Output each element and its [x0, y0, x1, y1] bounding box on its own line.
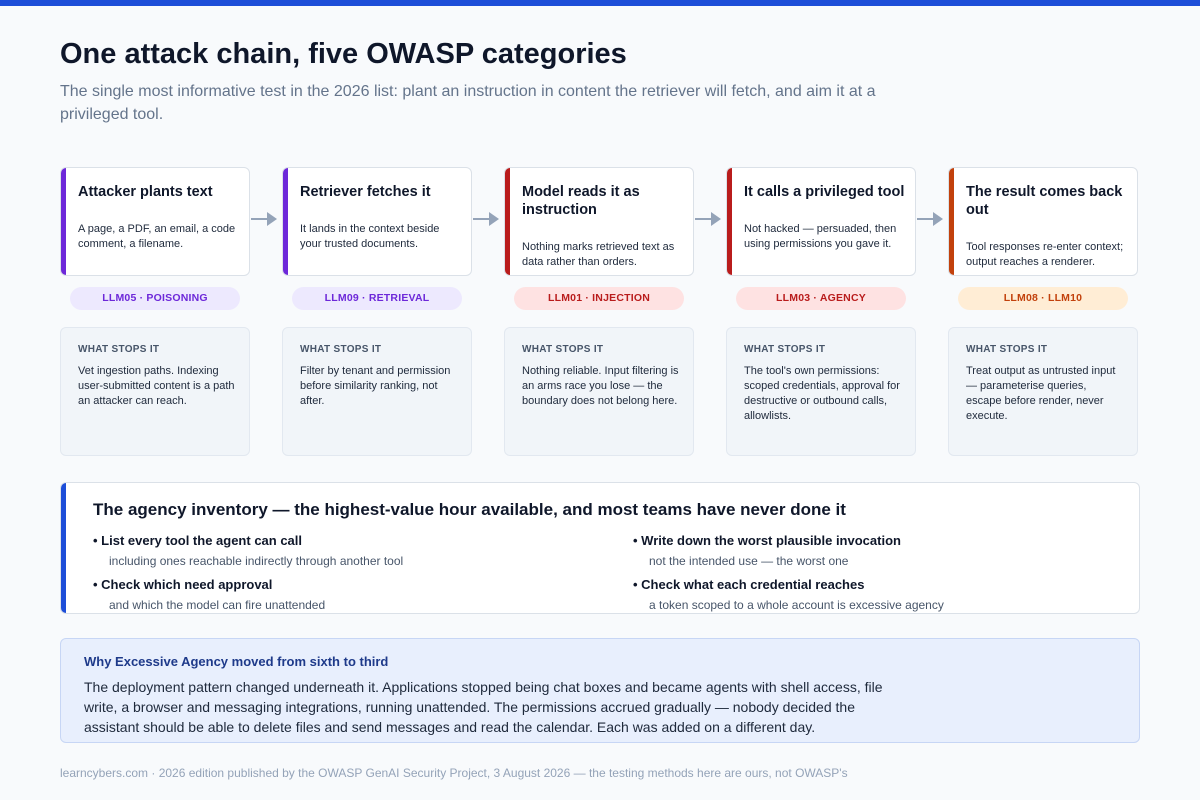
agency-item-list-tools: • List every tool the agent can call inc… [93, 532, 573, 569]
step-card-1: Attacker plants text A page, a PDF, an e… [60, 167, 250, 276]
step-desc: Nothing marks retrieved text as data rat… [522, 241, 675, 268]
stop-heading: WHAT STOPS IT [744, 344, 826, 355]
arrow-right-icon [695, 212, 721, 226]
step-accent-bar [949, 168, 954, 275]
page-subtitle: The single most informative test in the … [60, 83, 876, 123]
category-badge: LLM09 · RETRIEVAL [292, 287, 462, 310]
stop-card-4: WHAT STOPS IT The tool's own permissions… [726, 327, 916, 456]
step-desc: Not hacked — persuaded, then using permi… [744, 223, 897, 250]
agency-item-title: Write down the worst plausible invocatio… [641, 533, 901, 548]
agency-item-title: Check which need approval [101, 577, 273, 592]
stop-heading: WHAT STOPS IT [78, 344, 160, 355]
step-desc: A page, a PDF, an email, a code comment,… [78, 223, 236, 250]
step-accent-bar [505, 168, 510, 275]
step-title: Model reads it as instruction [522, 184, 640, 218]
agency-item-title: Check what each credential reaches [641, 577, 865, 592]
panel-accent-bar [61, 483, 66, 613]
arrow-right-icon [251, 212, 277, 226]
stop-body: Filter by tenant and permission before s… [300, 365, 451, 407]
stop-body: Vet ingestion paths. Indexing user-submi… [78, 365, 235, 407]
agency-item-desc: a token scoped to a whole account is exc… [649, 598, 944, 612]
stop-card-3: WHAT STOPS IT Nothing reliable. Input fi… [504, 327, 694, 456]
step-title: The result comes back out [966, 184, 1123, 218]
category-badge: LLM01 · INJECTION [514, 287, 684, 310]
category-badge: LLM03 · AGENCY [736, 287, 906, 310]
step-accent-bar [283, 168, 288, 275]
step-accent-bar [727, 168, 732, 275]
stop-heading: WHAT STOPS IT [300, 344, 382, 355]
stop-card-2: WHAT STOPS IT Filter by tenant and permi… [282, 327, 472, 456]
agency-heading: The agency inventory — the highest-value… [93, 500, 846, 519]
stop-body: Nothing reliable. Input filtering is an … [522, 365, 679, 407]
step-card-5: The result comes back out Tool responses… [948, 167, 1138, 276]
agency-item-approval: • Check which need approval and which th… [93, 576, 573, 613]
footer-credit: learncybers.com · 2026 edition published… [60, 766, 848, 780]
stop-body: Treat output as untrusted input — parame… [966, 365, 1116, 422]
agency-item-worst-invocation: • Write down the worst plausible invocat… [633, 532, 1113, 569]
step-card-4: It calls a privileged tool Not hacked — … [726, 167, 916, 276]
category-badge: LLM08 · LLM10 [958, 287, 1128, 310]
step-card-3: Model reads it as instruction Nothing ma… [504, 167, 694, 276]
step-title: Retriever fetches it [300, 184, 431, 200]
agency-item-credentials: • Check what each credential reaches a t… [633, 576, 1113, 613]
agency-item-desc: not the intended use — the worst one [649, 554, 849, 568]
agency-inventory-panel: The agency inventory — the highest-value… [60, 482, 1140, 614]
stop-heading: WHAT STOPS IT [522, 344, 604, 355]
why-heading: Why Excessive Agency moved from sixth to… [84, 654, 389, 669]
stop-heading: WHAT STOPS IT [966, 344, 1048, 355]
step-card-2: Retriever fetches it It lands in the con… [282, 167, 472, 276]
agency-item-desc: including ones reachable indirectly thro… [109, 554, 404, 568]
why-callout: Why Excessive Agency moved from sixth to… [60, 638, 1140, 743]
stop-card-1: WHAT STOPS IT Vet ingestion paths. Index… [60, 327, 250, 456]
arrow-right-icon [917, 212, 943, 226]
arrow-right-icon [473, 212, 499, 226]
stop-card-5: WHAT STOPS IT Treat output as untrusted … [948, 327, 1138, 456]
why-body: The deployment pattern changed underneat… [84, 679, 883, 735]
stop-body: The tool's own permissions: scoped crede… [744, 365, 900, 422]
step-desc: It lands in the context beside your trus… [300, 223, 440, 250]
agency-item-desc: and which the model can fire unattended [109, 598, 326, 612]
step-title: It calls a privileged tool [744, 184, 905, 200]
step-accent-bar [61, 168, 66, 275]
page-title: One attack chain, five OWASP categories [60, 38, 627, 70]
top-accent-bar [0, 0, 1200, 6]
agency-item-title: List every tool the agent can call [101, 533, 303, 548]
category-badge: LLM05 · POISONING [70, 287, 240, 310]
step-title: Attacker plants text [78, 184, 213, 200]
step-desc: Tool responses re-enter context; output … [966, 241, 1124, 268]
